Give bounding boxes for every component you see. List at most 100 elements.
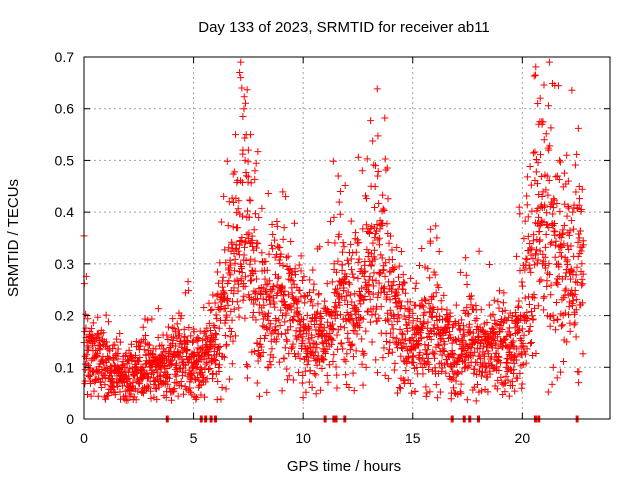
data-point <box>318 365 326 373</box>
data-point <box>550 317 558 325</box>
data-point <box>269 353 277 361</box>
data-point <box>279 235 287 243</box>
data-point <box>209 291 217 299</box>
data-point <box>191 392 199 400</box>
data-point <box>188 391 196 399</box>
data-point <box>283 337 291 345</box>
data-point <box>330 260 338 268</box>
data-point <box>531 304 539 312</box>
data-point <box>362 363 370 371</box>
data-point <box>371 310 379 318</box>
data-point <box>506 330 514 338</box>
data-point <box>399 331 407 339</box>
data-point <box>388 321 396 329</box>
data-point <box>524 173 532 181</box>
data-point <box>270 282 278 290</box>
data-point <box>524 314 532 322</box>
data-point <box>574 238 582 246</box>
data-point <box>306 288 314 296</box>
data-point <box>471 365 479 373</box>
data-point <box>490 296 498 304</box>
data-point <box>243 230 251 238</box>
data-point <box>214 290 222 298</box>
data-point <box>366 229 374 237</box>
data-point-peak <box>336 187 344 195</box>
data-point <box>377 303 385 311</box>
data-point <box>134 387 142 395</box>
data-point <box>395 262 403 270</box>
data-point <box>347 217 355 225</box>
data-point <box>561 309 569 317</box>
data-point <box>219 353 227 361</box>
data-point <box>515 203 523 211</box>
data-point <box>385 345 393 353</box>
data-point <box>331 303 339 311</box>
data-point <box>548 238 556 246</box>
data-point-peak <box>282 193 290 201</box>
data-point <box>468 344 476 352</box>
data-point <box>368 276 376 284</box>
data-point <box>255 308 263 316</box>
data-point <box>366 318 374 326</box>
data-point <box>324 378 332 386</box>
data-point <box>387 232 395 240</box>
data-point <box>449 354 457 362</box>
data-point <box>347 341 355 349</box>
data-point <box>533 180 541 188</box>
data-point <box>342 371 350 379</box>
data-point <box>473 315 481 323</box>
data-point <box>575 195 583 203</box>
data-point <box>401 289 409 297</box>
data-point <box>416 329 424 337</box>
data-point <box>423 346 431 354</box>
data-point <box>264 313 272 321</box>
data-point <box>340 284 348 292</box>
data-point <box>223 340 231 348</box>
data-point <box>180 390 188 398</box>
data-point <box>257 343 265 351</box>
data-point <box>457 389 465 397</box>
data-point <box>234 287 242 295</box>
data-point <box>218 283 226 291</box>
data-point <box>416 349 424 357</box>
data-point <box>244 362 252 370</box>
data-point <box>534 204 542 212</box>
data-point <box>385 317 393 325</box>
data-point <box>355 239 363 247</box>
data-point <box>333 311 341 319</box>
data-point <box>147 394 155 402</box>
data-point <box>202 342 210 350</box>
data-point <box>538 193 546 201</box>
data-point <box>484 350 492 358</box>
data-point <box>143 382 151 390</box>
data-point <box>564 261 572 269</box>
data-point <box>358 167 366 175</box>
data-point <box>98 365 106 373</box>
y-tick-label: 0.4 <box>55 204 75 220</box>
data-point <box>328 278 336 286</box>
data-point <box>241 282 249 290</box>
data-point <box>336 311 344 319</box>
data-point <box>341 278 349 286</box>
data-point <box>170 385 178 393</box>
data-point <box>356 323 364 331</box>
data-point <box>424 355 432 363</box>
data-point <box>465 310 473 318</box>
data-point <box>302 353 310 361</box>
data-point <box>90 338 98 346</box>
data-point <box>442 324 450 332</box>
data-point <box>438 367 446 375</box>
data-point <box>304 335 312 343</box>
data-point <box>397 248 405 256</box>
data-point <box>307 296 315 304</box>
data-point <box>243 361 251 369</box>
data-point <box>573 263 581 271</box>
data-point <box>110 383 118 391</box>
data-point <box>457 351 465 359</box>
data-point <box>381 371 389 379</box>
data-point <box>547 291 555 299</box>
data-point <box>509 382 517 390</box>
data-point <box>200 303 208 311</box>
data-point <box>579 280 587 288</box>
